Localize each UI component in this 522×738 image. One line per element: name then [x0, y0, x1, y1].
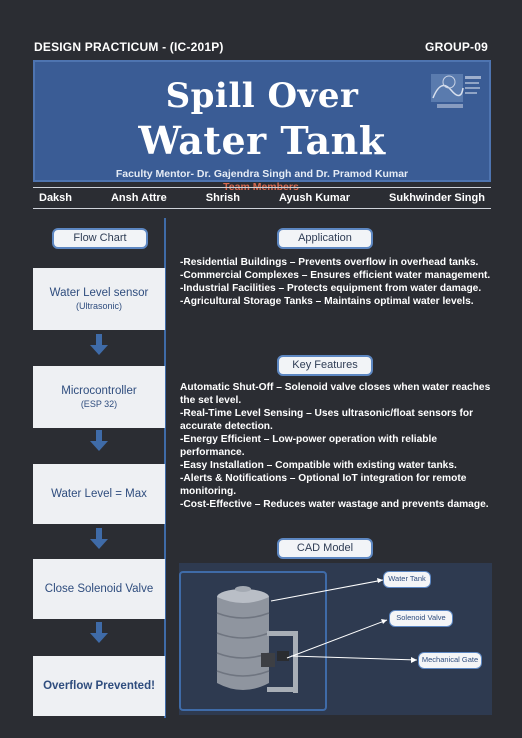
cad-model-frame	[179, 571, 327, 711]
flow-step-close-valve: Close Solenoid Valve	[33, 559, 165, 619]
application-item: -Agricultural Storage Tanks – Maintains …	[180, 296, 474, 307]
arrow-down-icon	[90, 430, 108, 451]
feature-item: -Energy Efficient – Low-power operation …	[180, 434, 437, 458]
flow-chart-heading: Flow Chart	[52, 228, 148, 249]
title-line-2: Water Tank	[138, 118, 386, 163]
member-name: Ayush Kumar	[278, 192, 351, 204]
arrow-down-icon	[90, 334, 108, 355]
member-name: Shrish	[205, 192, 240, 204]
title-line-1: Spill Over	[165, 76, 359, 116]
member-name: Sukhwinder Singh	[389, 192, 485, 204]
callout-water-tank: Water Tank	[383, 571, 431, 588]
feature-item: -Alerts & Notifications – Optional IoT i…	[180, 473, 467, 497]
key-features-list: Automatic Shut-Off – Solenoid valve clos…	[180, 381, 494, 511]
application-item: -Commercial Complexes – Ensures efficien…	[180, 270, 491, 281]
flow-step-water-level: Water Level = Max	[33, 464, 165, 524]
flow-step-overflow-prevented: Overflow Prevented!	[33, 656, 165, 716]
cad-model-heading: CAD Model	[277, 538, 373, 559]
flow-step-title: Close Solenoid Valve	[44, 583, 154, 595]
feature-item: -Cost-Effective – Reduces water wastage …	[180, 499, 489, 510]
flow-step-title: Microcontroller	[61, 385, 137, 397]
flow-step-subtitle: (ESP 32)	[80, 399, 118, 409]
faculty-mentor: Faculty Mentor- Dr. Gajendra Singh and D…	[115, 168, 409, 180]
feature-item: Automatic Shut-Off – Solenoid valve clos…	[180, 382, 491, 406]
feature-item: -Easy Installation – Compatible with exi…	[180, 460, 457, 471]
course-code: DESIGN PRACTICUM - (IC-201P)	[34, 40, 224, 54]
institute-logo	[431, 74, 481, 108]
arrow-down-icon	[90, 528, 108, 549]
column-divider	[164, 218, 166, 718]
flow-step-sensor: Water Level sensor (Ultrasonic)	[33, 268, 165, 330]
flow-step-title: Water Level sensor	[49, 287, 149, 299]
application-list: -Residential Buildings – Prevents overfl…	[180, 256, 494, 308]
flow-step-microcontroller: Microcontroller (ESP 32)	[33, 366, 165, 428]
top-header: DESIGN PRACTICUM - (IC-201P) GROUP-09	[34, 40, 488, 54]
application-item: -Residential Buildings – Prevents overfl…	[180, 257, 479, 268]
group-number: GROUP-09	[425, 40, 488, 54]
callout-lines	[270, 578, 418, 663]
callout-solenoid-valve: Solenoid Valve	[389, 610, 453, 627]
member-name: Ansh Attre	[110, 192, 167, 204]
member-name: Daksh	[39, 192, 73, 204]
feature-item: -Real-Time Level Sensing – Uses ultrason…	[180, 408, 474, 432]
flow-step-title: Water Level = Max	[51, 488, 147, 500]
callout-mechanical-gate: Mechanical Gate	[418, 652, 482, 669]
cad-model-panel: Water Tank Solenoid Valve Mechanical Gat…	[179, 563, 492, 715]
flow-step-title: Overflow Prevented!	[43, 680, 155, 692]
application-heading: Application	[277, 228, 373, 249]
water-tank-cad-image	[216, 586, 298, 693]
application-item: -Industrial Facilities – Protects equipm…	[180, 283, 482, 294]
title-banner: Spill Over Water Tank Faculty Mentor- Dr…	[33, 60, 491, 182]
arrow-down-icon	[90, 622, 108, 643]
flow-step-subtitle: (Ultrasonic)	[75, 301, 122, 311]
team-members-row: Daksh Ansh Attre Shrish Ayush Kumar Sukh…	[33, 187, 491, 209]
key-features-heading: Key Features	[277, 355, 373, 376]
